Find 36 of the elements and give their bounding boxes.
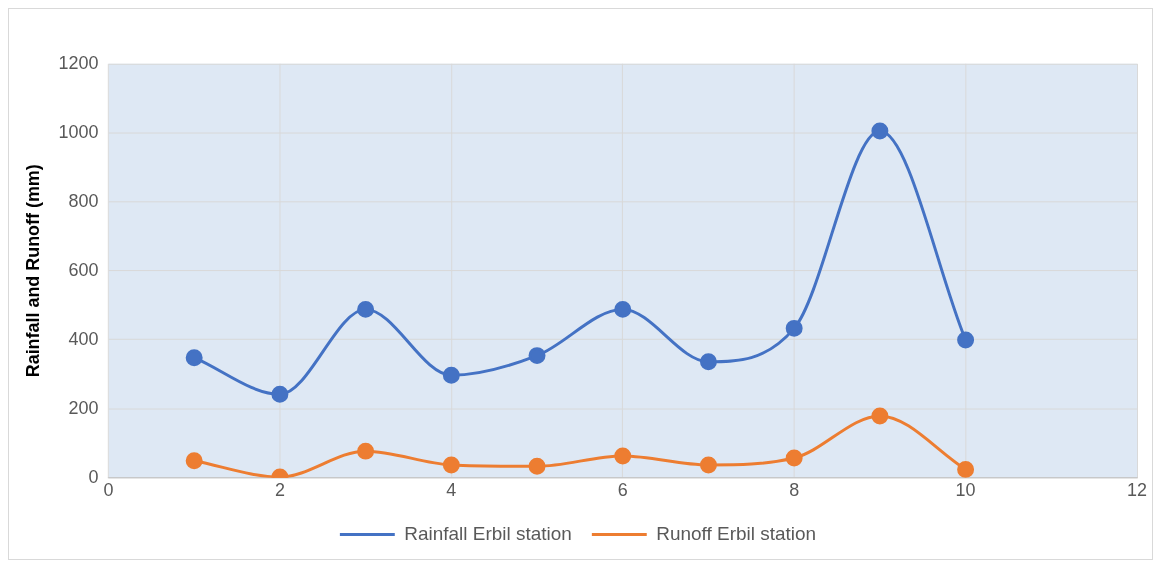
y-tick-label: 200 <box>68 397 99 418</box>
point <box>185 349 203 367</box>
point <box>871 122 889 140</box>
point <box>699 353 717 371</box>
point <box>699 456 717 474</box>
y-tick-label: 0 <box>88 466 99 487</box>
point <box>442 366 460 384</box>
legend-label: Rainfall Erbil station <box>404 522 572 544</box>
point <box>785 319 803 337</box>
y-tick-label: 600 <box>68 259 99 280</box>
point <box>185 452 203 470</box>
y-tick-label: 1000 <box>58 121 99 142</box>
x-tick-label: 6 <box>617 480 628 501</box>
x-tick-label: 10 <box>955 480 976 501</box>
point <box>271 385 289 403</box>
y-axis-title: Rainfall and Runoff (mm) <box>22 164 43 378</box>
point <box>614 447 632 465</box>
y-tick-label: 1200 <box>58 52 99 73</box>
point <box>442 456 460 474</box>
point <box>957 460 975 478</box>
x-tick-label: 2 <box>274 480 285 501</box>
point <box>528 457 546 475</box>
point <box>871 407 889 425</box>
x-tick-label: 8 <box>789 480 800 501</box>
y-tick-label: 400 <box>68 328 99 349</box>
x-tick-label: 4 <box>446 480 457 501</box>
x-tick-label: 0 <box>103 480 114 501</box>
point <box>357 300 375 318</box>
point <box>785 449 803 467</box>
point <box>357 442 375 460</box>
x-tick-label: 12 <box>1127 480 1148 501</box>
point <box>957 331 975 349</box>
point <box>614 300 632 318</box>
y-tick-label: 800 <box>68 190 99 211</box>
point <box>528 347 546 365</box>
legend-label: Runoff Erbil station <box>656 522 817 544</box>
